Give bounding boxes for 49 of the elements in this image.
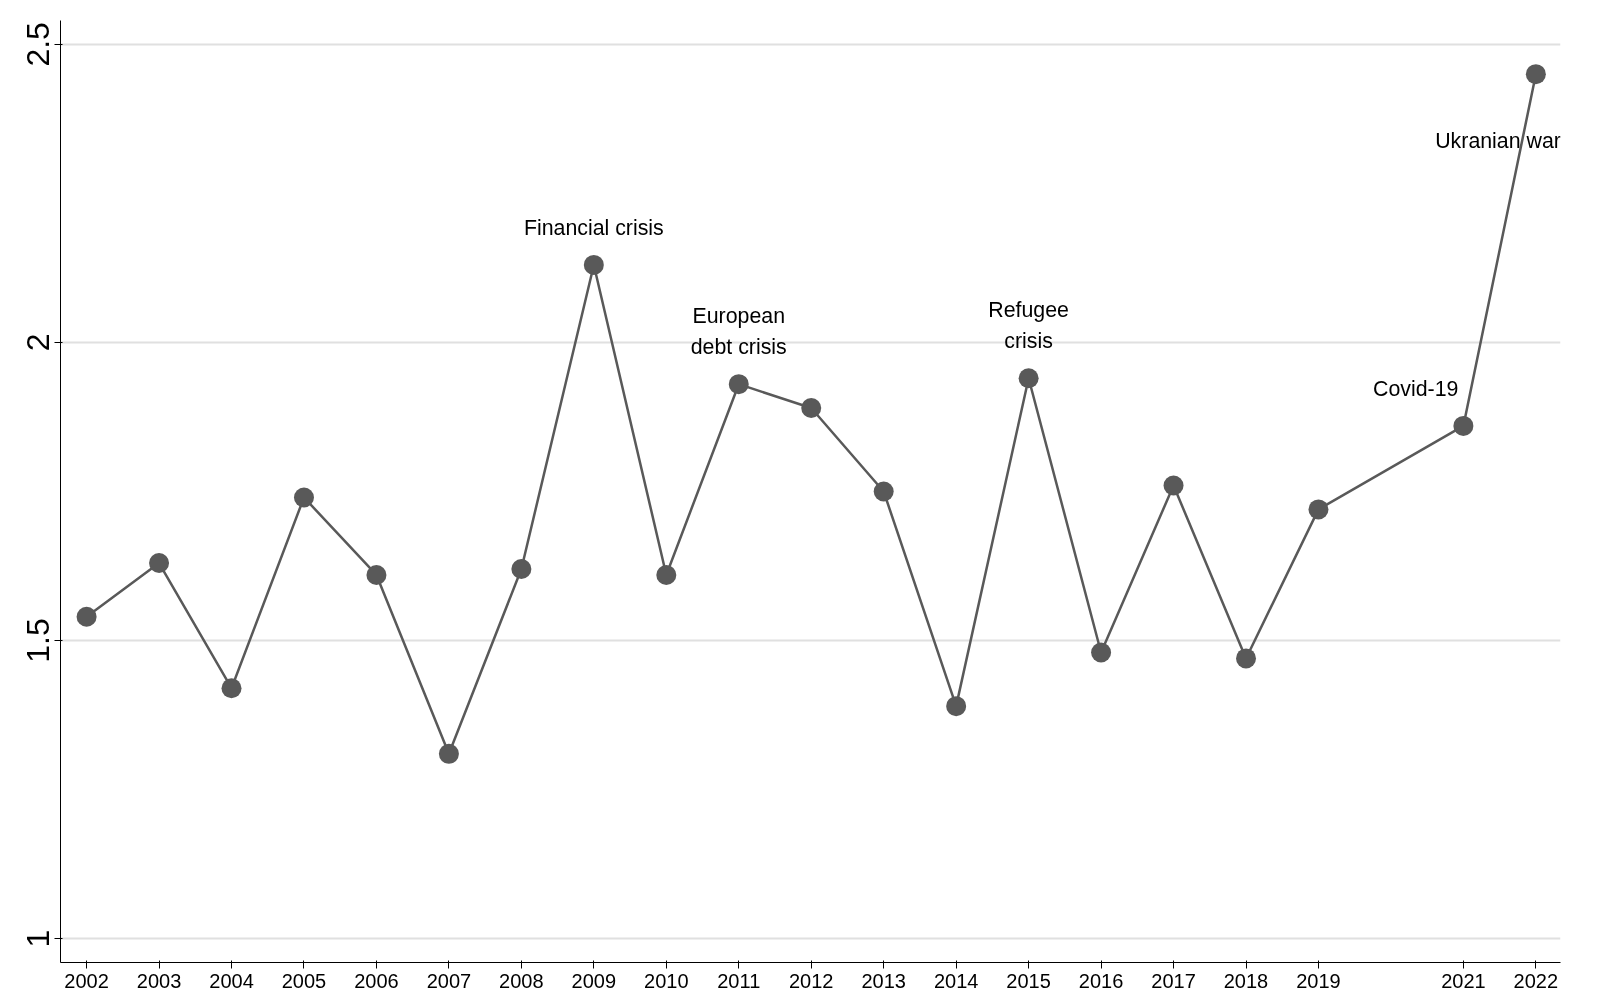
point [511, 559, 532, 579]
x-tick-label: 2018 [1223, 969, 1269, 992]
point [801, 398, 822, 419]
x-tick-label: 2017 [1151, 969, 1196, 992]
point [583, 254, 604, 275]
x-tick-label: 2011 [717, 969, 761, 992]
annotation: Ukranian war [1435, 129, 1561, 154]
x-tick-label: 2010 [644, 969, 689, 992]
x-tick-label: 2016 [1078, 969, 1124, 992]
x-tick-label: 2014 [933, 969, 979, 992]
point [293, 487, 314, 508]
point [946, 696, 967, 717]
x-tick-label: 2005 [281, 969, 327, 992]
x-tick-label: 2015 [1006, 969, 1051, 992]
point [1525, 64, 1546, 85]
annotation: European debt crisis [690, 303, 787, 360]
point [1018, 368, 1039, 389]
point [1453, 415, 1474, 436]
point [1236, 648, 1257, 669]
x-tick-label: 2021 [1441, 969, 1486, 992]
x-tick-label: 2013 [861, 969, 906, 992]
annotation: Covid-19 [1373, 376, 1459, 401]
x-tick-label: 2022 [1513, 969, 1559, 992]
point [728, 374, 749, 395]
x-tick-label: 2002 [64, 969, 109, 992]
annotation: Financial crisis [523, 215, 664, 240]
annotation: Refugee crisis [988, 298, 1069, 354]
y-tick-label: 1 [20, 929, 57, 948]
x-tick-label: 2012 [788, 969, 834, 992]
point [873, 481, 894, 502]
point [1091, 642, 1112, 663]
x-tick-label: 2003 [136, 969, 182, 992]
y-tick-label: 2 [20, 333, 57, 352]
y-tick-label: 2.5 [20, 22, 57, 67]
x-tick-label: 2019 [1296, 969, 1341, 992]
point [1163, 475, 1184, 496]
x-tick-label: 2004 [209, 969, 254, 992]
x-tick-label: 2007 [426, 969, 472, 992]
point [76, 606, 97, 627]
y-tick-label: 1.5 [20, 618, 57, 663]
point [366, 564, 387, 585]
x-tick-label: 2006 [354, 969, 399, 992]
point [221, 678, 242, 699]
point [656, 564, 677, 585]
x-tick-label: 2008 [499, 969, 544, 992]
x-tick-label: 2009 [571, 969, 617, 992]
point [149, 553, 170, 574]
point [1308, 499, 1329, 520]
point [438, 743, 459, 764]
